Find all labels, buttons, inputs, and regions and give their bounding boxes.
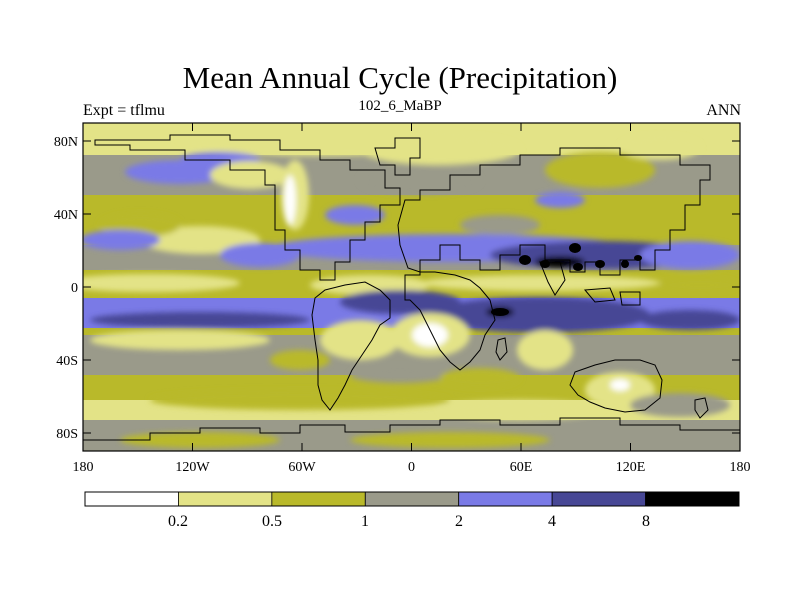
lon-axis: 180 120W 60W 0 60E 120E 180 xyxy=(73,123,751,475)
colorbar-swatch xyxy=(178,491,273,507)
lon-tick-label: 120E xyxy=(616,460,646,475)
lon-tick-label: 60E xyxy=(510,460,533,475)
colorbar-swatch xyxy=(84,491,179,507)
lon-tick-label: 180 xyxy=(73,460,94,475)
lon-tick-label: 0 xyxy=(408,460,415,475)
colorbar-swatch xyxy=(458,491,553,507)
colorbar-swatch xyxy=(271,491,366,507)
lat-tick-label: 40N xyxy=(54,208,78,223)
colorbar-swatch xyxy=(645,491,740,507)
experiment-subtitle: 102_6_MaBP xyxy=(358,98,442,114)
experiment-label: Expt = tflmu xyxy=(83,102,165,119)
lat-tick-label: 0 xyxy=(71,281,78,296)
lon-tick-label: 180 xyxy=(730,460,751,475)
lon-tick-label: 60W xyxy=(288,460,316,475)
season-label: ANN xyxy=(706,102,741,119)
colorbar-label: 0.2 xyxy=(168,513,188,530)
lat-tick-label: 40S xyxy=(56,354,78,369)
precipitation-field xyxy=(83,123,740,451)
colorbar-swatch xyxy=(551,491,646,507)
page-title: Mean Annual Cycle (Precipitation) xyxy=(182,60,618,95)
colorbar-label: 0.5 xyxy=(262,513,282,530)
lat-tick-label: 80S xyxy=(56,427,78,442)
colorbar-label: 4 xyxy=(548,513,556,530)
coastlines xyxy=(83,134,740,441)
colorbar-label: 1 xyxy=(361,513,369,530)
colorbar-swatch xyxy=(364,491,460,507)
lat-axis: 80N 40N 0 40S 80S xyxy=(54,135,740,442)
colorbar-label: 2 xyxy=(455,513,463,530)
colorbar-label: 8 xyxy=(642,513,650,530)
lon-tick-label: 120W xyxy=(175,460,210,475)
colorbar: 0.2 0.5 1 2 4 8 xyxy=(84,491,740,530)
lat-tick-label: 80N xyxy=(54,135,78,150)
